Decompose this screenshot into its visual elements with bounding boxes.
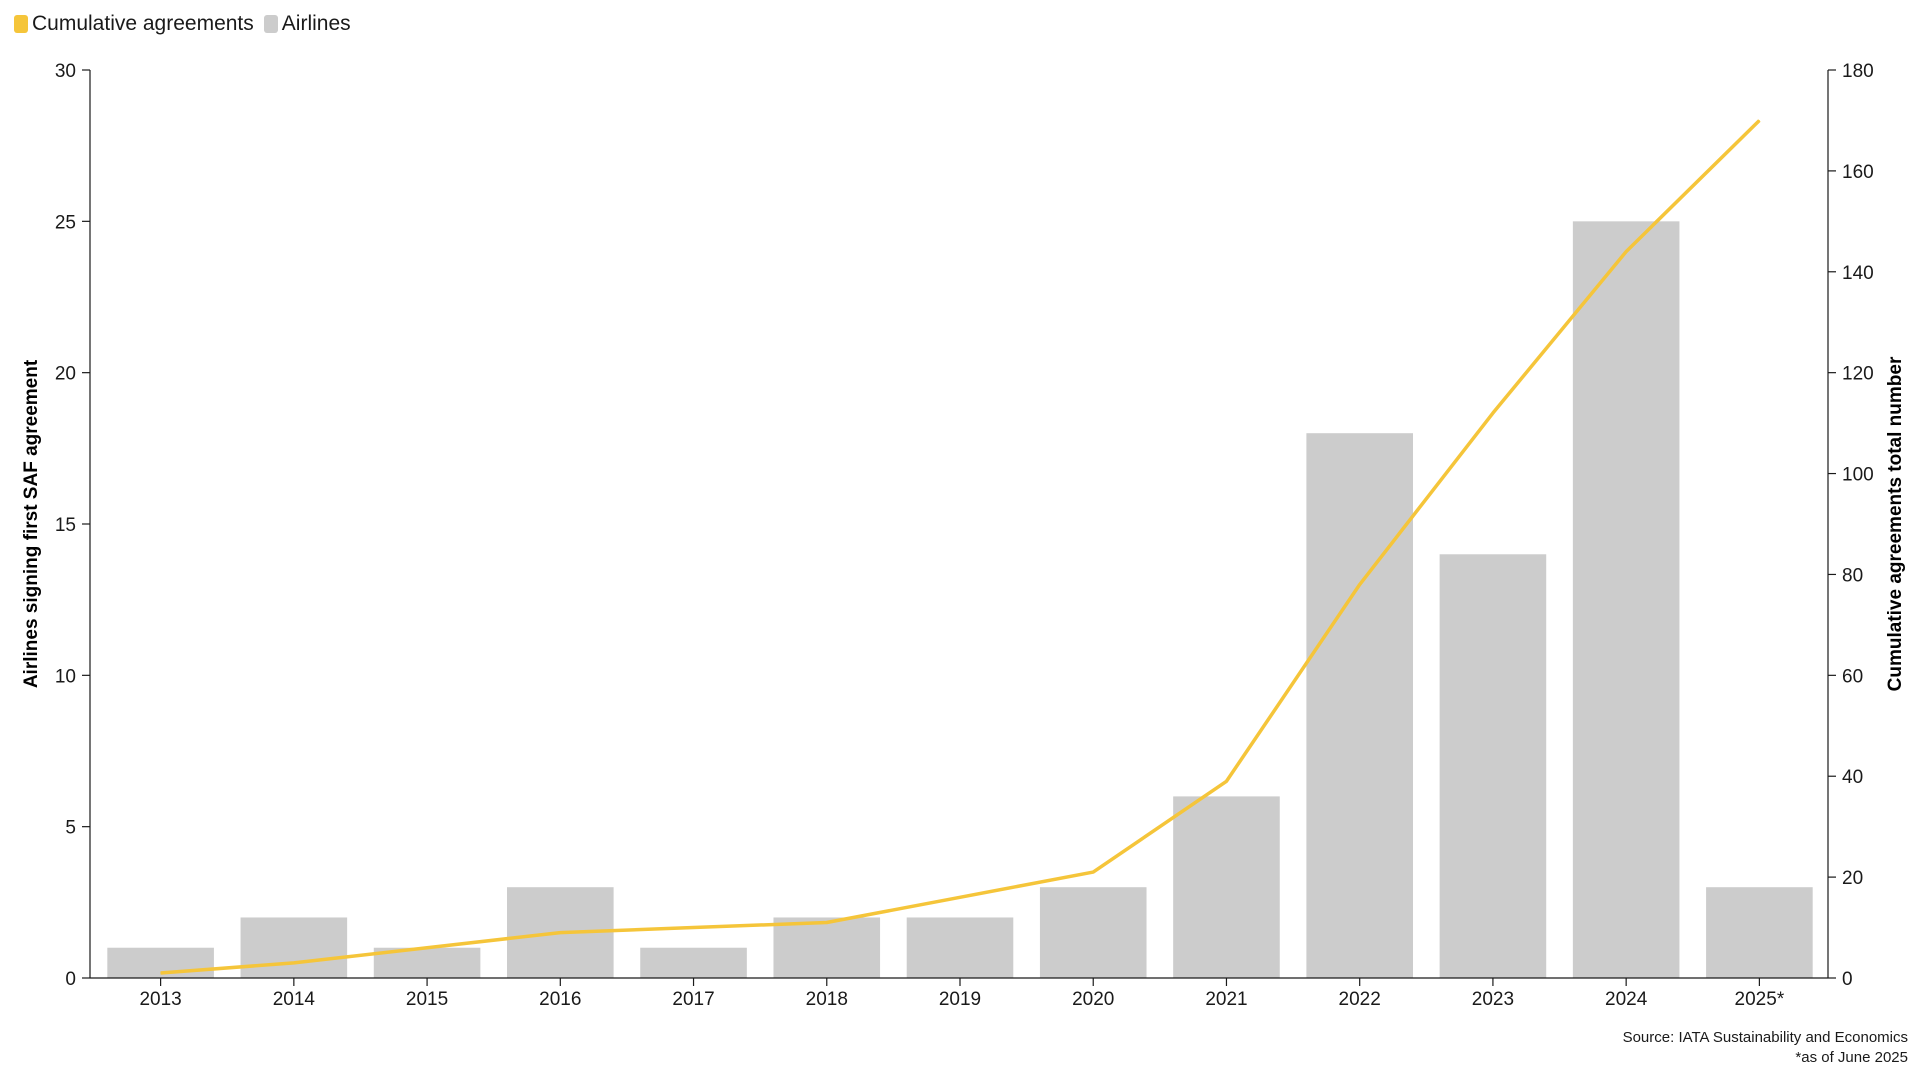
bar-2022 — [1306, 433, 1413, 978]
y2-tick-label: 0 — [1842, 969, 1853, 990]
y2-tick-label: 20 — [1842, 868, 1863, 889]
y2-tick-label: 140 — [1842, 263, 1874, 284]
y-tick-label: 30 — [55, 61, 76, 82]
y2-tick-label: 180 — [1842, 61, 1874, 82]
x-tick-label: 2021 — [1205, 989, 1247, 1010]
x-tick-label: 2018 — [806, 989, 848, 1010]
x-tick-label: 2016 — [539, 989, 581, 1010]
y-tick-label: 20 — [55, 364, 76, 385]
line-point-2014 — [293, 962, 295, 964]
legend-swatch-airlines — [263, 15, 278, 33]
bar-2025* — [1706, 887, 1813, 978]
source-line: Source: IATA Sustainability and Economic… — [1622, 1029, 1908, 1046]
y-axis-title: Airlines signing first SAF agreement — [21, 359, 42, 688]
line-point-2022 — [1359, 584, 1361, 586]
line-point-2017 — [693, 927, 695, 929]
line-point-2018 — [826, 922, 828, 924]
x-tick-label: 2014 — [273, 989, 316, 1010]
source-footnote: *as of June 2025 — [1795, 1049, 1908, 1066]
bar-2024 — [1572, 221, 1680, 979]
legend-label-cumulative: Cumulative agreements — [32, 12, 254, 35]
x-tick-label: 2015 — [406, 989, 448, 1010]
legend-item-cumulative: Cumulative agreements — [14, 12, 254, 36]
source-note: Source: IATA Sustainability and Economic… — [1623, 1028, 1908, 1068]
y2-tick-label: 80 — [1842, 565, 1863, 586]
x-tick-label: 2024 — [1605, 989, 1648, 1010]
legend-item-airlines: Airlines — [263, 12, 351, 36]
x-tick-label: 2023 — [1472, 989, 1514, 1010]
bars-group — [107, 221, 1813, 979]
x-tick-label: 2022 — [1339, 989, 1381, 1010]
bar-2019 — [906, 917, 1014, 978]
x-tick-label: 2020 — [1072, 989, 1114, 1010]
x-tick-label: 2019 — [939, 989, 981, 1010]
bar-2014 — [240, 917, 348, 978]
y2-tick-label: 160 — [1842, 162, 1874, 183]
line-point-2025* — [1758, 119, 1760, 121]
line-point-2013 — [160, 972, 162, 974]
y2-tick-label: 40 — [1842, 767, 1863, 788]
line-group — [160, 119, 1761, 975]
x-tick-label: 2025* — [1735, 989, 1785, 1010]
y-tick-label: 0 — [65, 969, 76, 990]
y2-axis-title: Cumulative agreements total number — [1885, 356, 1906, 691]
legend: Cumulative agreements Airlines — [14, 12, 351, 36]
bar-2013 — [107, 947, 214, 978]
y2-tick-label: 100 — [1842, 465, 1874, 486]
line-point-2019 — [959, 896, 961, 898]
bar-2023 — [1439, 554, 1547, 978]
line-point-2023 — [1492, 412, 1494, 414]
y2-tick-label: 60 — [1842, 666, 1863, 687]
bar-2017 — [640, 947, 747, 978]
bar-2021 — [1173, 796, 1280, 978]
legend-label-airlines: Airlines — [281, 12, 351, 35]
line-point-2016 — [559, 932, 561, 934]
y-tick-label: 5 — [65, 818, 76, 839]
y-tick-label: 10 — [55, 666, 76, 687]
bar-2018 — [773, 917, 881, 978]
bar-2020 — [1039, 887, 1147, 978]
x-tick-label: 2017 — [672, 989, 714, 1010]
line-point-2021 — [1225, 780, 1227, 782]
legend-swatch-cumulative — [14, 15, 28, 33]
y2-tick-label: 120 — [1842, 364, 1874, 385]
line-point-2024 — [1625, 251, 1627, 253]
x-tick-label: 2013 — [139, 989, 181, 1010]
y-tick-label: 15 — [55, 515, 76, 536]
y-tick-label: 25 — [55, 212, 76, 233]
line-point-2020 — [1092, 871, 1094, 873]
line-point-2015 — [426, 947, 428, 949]
axes-group: 0 5 10 15 20 25 30 0 20 40 60 80 100 120 140 160 180 2013… — [55, 61, 1874, 1010]
